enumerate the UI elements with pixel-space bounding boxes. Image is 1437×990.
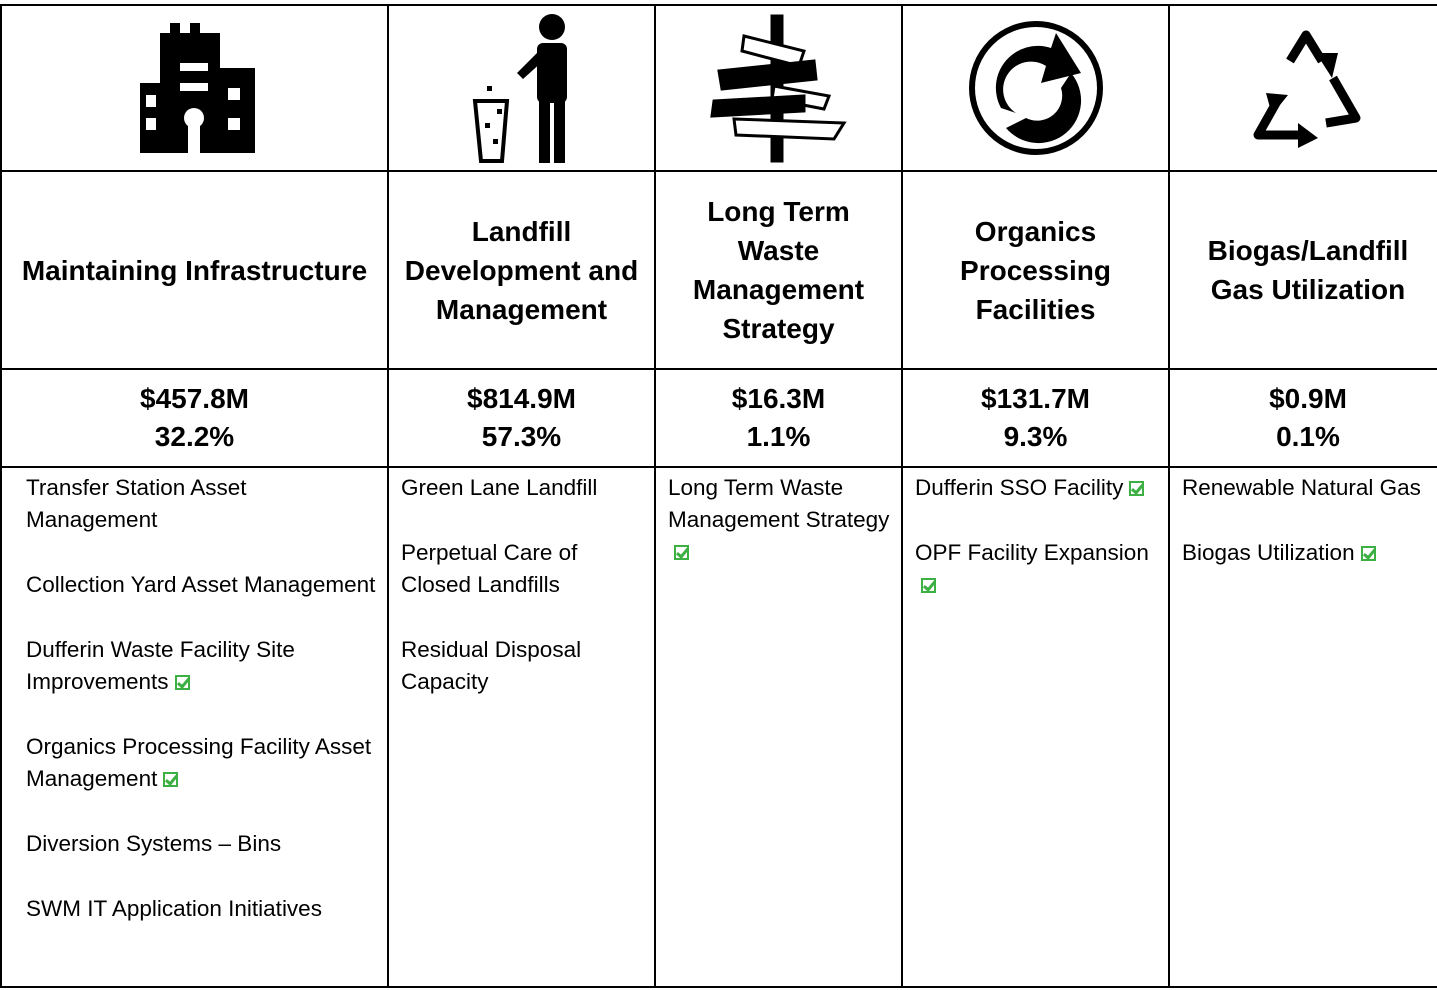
items-cell: Transfer Station Asset Management Collect… (0, 466, 389, 988)
item-text: Perpetual Care of Closed Landfills (401, 540, 578, 597)
checkmark (1360, 546, 1376, 561)
amount: $814.9M (467, 383, 576, 414)
item-text: Diversion Systems – Bins (26, 831, 282, 856)
percent: 0.1% (1276, 421, 1340, 452)
item-text: SWM IT Application Initiatives (26, 896, 322, 921)
amount: $0.9M (1269, 383, 1347, 414)
heading: Organics Processing Facilities (960, 215, 1111, 325)
green-dot-icon (968, 21, 1103, 155)
icon-cell (1168, 4, 1437, 172)
amount-cell: $16.3M 1.1% (654, 368, 903, 468)
item: Residual Disposal Capacity (401, 634, 644, 698)
heading-cell: Maintaining Infrastructure (0, 170, 389, 370)
percent: 1.1% (746, 421, 811, 452)
amount-cell: $131.7M 9.3% (901, 368, 1170, 468)
items-cell: Long Term Waste Management Strategy (654, 466, 903, 988)
heading: Long Term Waste Management Strategy (692, 196, 865, 344)
heading-cell: Long Term Waste Management Strategy (654, 170, 903, 370)
item-text: Collection Yard Asset Management (26, 572, 376, 597)
heading: Maintaining Infrastructure (21, 254, 368, 286)
amount-cell: $457.8M 32.2% (0, 368, 389, 468)
heading: Landfill Development and Management (404, 215, 639, 325)
amount-row: $457.8M 32.2% $814.9M 57.3% $16.3M 1.1% $131.7… (0, 368, 1437, 468)
recycle-icon (1253, 30, 1361, 148)
item-text: Renewable Natural Gas (1182, 475, 1421, 500)
heading: Biogas/Landfill Gas Utilization (1207, 235, 1409, 305)
signpost-icon (709, 14, 847, 162)
budget-table: Maintaining Infrastructure Landfill Devel… (0, 4, 1437, 988)
heading-cell: Biogas/Landfill Gas Utilization (1168, 170, 1437, 370)
item: Dufferin Waste Facility Site Improvement… (26, 634, 377, 698)
item: Collection Yard Asset Management (26, 569, 377, 601)
item-text: Green Lane Landfill (401, 475, 598, 500)
heading-row: Maintaining Infrastructure Landfill Devel… (0, 170, 1437, 370)
item: Transfer Station Asset Management (26, 472, 377, 536)
item: Dufferin SSO Facility (915, 472, 1158, 504)
amount-cell: $0.9M 0.1% (1168, 368, 1437, 468)
items-cell: Renewable Natural Gas Biogas Utilization (1168, 466, 1437, 988)
item: Perpetual Care of Closed Landfills (401, 537, 644, 601)
item: Organics Processing Facility Asset Manag… (26, 731, 377, 795)
amount: $457.8M (140, 383, 249, 414)
item: Green Lane Landfill (401, 472, 644, 504)
items-row: Transfer Station Asset Management Collect… (0, 466, 1437, 988)
building-icon (139, 23, 255, 153)
item: Long Term Waste Management Strategy (668, 472, 891, 568)
item: OPF Facility Expansion (915, 537, 1158, 601)
item-text: Dufferin SSO Facility (915, 475, 1124, 500)
checkmark (163, 772, 179, 787)
items-cell: Green Lane Landfill Perpetual Care of Clo… (387, 466, 656, 988)
checkmark (1129, 481, 1145, 496)
item-text: Residual Disposal Capacity (401, 637, 582, 694)
item: Biogas Utilization (1182, 537, 1436, 569)
item: SWM IT Application Initiatives (26, 893, 377, 925)
icon-cell (387, 4, 656, 172)
icon-cell (654, 4, 903, 172)
item-text: Long Term Waste Management Strategy (668, 475, 890, 532)
item-text: OPF Facility Expansion (915, 540, 1149, 565)
percent: 9.3% (1003, 421, 1068, 452)
item-text: Organics Processing Facility Asset Manag… (26, 734, 372, 791)
heading-cell: Organics Processing Facilities (901, 170, 1170, 370)
item-text: Transfer Station Asset Management (26, 475, 247, 532)
amount: $131.7M (981, 383, 1090, 414)
heading-cell: Landfill Development and Management (387, 170, 656, 370)
icon-cell (901, 4, 1170, 172)
item: Diversion Systems – Bins (26, 828, 377, 860)
checkmark (921, 578, 936, 593)
litter-icon (472, 13, 567, 163)
amount: $16.3M (731, 383, 826, 414)
items-cell: Dufferin SSO Facility OPF Facility Expans… (901, 466, 1170, 988)
item-text: Biogas Utilization (1182, 540, 1355, 565)
checkmark (174, 675, 190, 690)
checkmark (674, 545, 689, 560)
percent: 57.3% (481, 421, 562, 452)
item: Renewable Natural Gas (1182, 472, 1436, 504)
percent: 32.2% (154, 421, 235, 452)
icon-row (0, 4, 1437, 172)
item-text: Dufferin Waste Facility Site Improvement… (26, 637, 295, 694)
amount-cell: $814.9M 57.3% (387, 368, 656, 468)
icon-cell (0, 4, 389, 172)
